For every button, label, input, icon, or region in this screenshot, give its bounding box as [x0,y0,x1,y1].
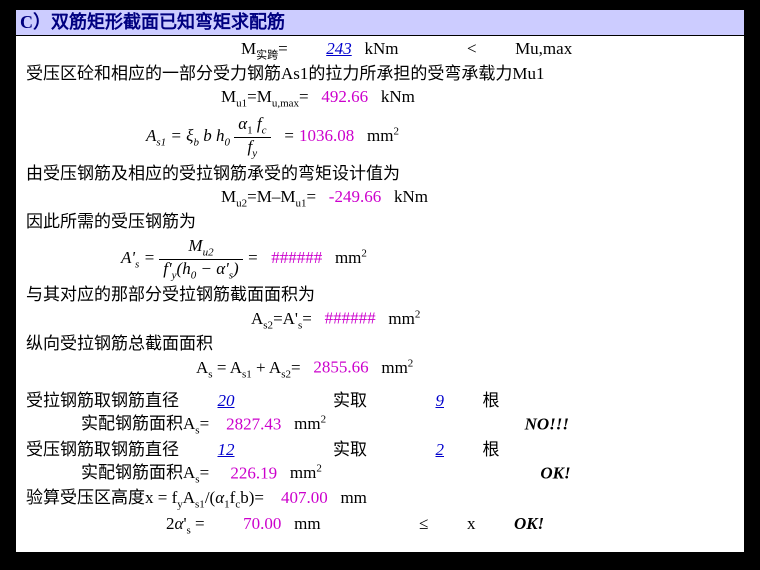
row-2as: 2α's = 70.00 mm ≤ x OK! [26,513,738,538]
t1: 受拉钢筋取钢筋直径 [26,391,179,410]
page: C）双筋矩形截面已知弯矩求配筋 M实跨= 243 kNm < Mu,max 受压… [0,0,760,570]
label: M实跨= [241,39,288,58]
row-as2: As2=A's= ###### mm2 [26,307,738,333]
t1: 实配钢筋面积As= [81,414,209,433]
val: 70.00 [243,514,281,533]
val: ###### [325,309,376,328]
t2: 实取 [333,391,367,410]
mumax: Mu,max [515,39,572,58]
result-ok: OK! [540,463,570,482]
eq: Mu2=M–Mu1= [221,187,316,206]
n: 9 [436,391,445,410]
row-mu2: Mu2=M–Mu1= -249.66 kNm [26,186,738,211]
section-header: C）双筋矩形截面已知弯矩求配筋 [16,10,744,36]
t3: 根 [483,440,500,459]
lhs: A's = [121,248,159,267]
unit: kNm [364,39,398,58]
t1: 实配钢筋面积As= [81,463,209,482]
cmp: ≤ [419,514,428,533]
row-text5: 纵向受拉钢筋总截面面积 [26,333,738,356]
result-no: NO!!! [525,414,569,433]
t1: 2α's = [166,514,205,533]
unit: mm2 [290,463,322,482]
eq: As = As1 + As2= [196,358,301,377]
unit: kNm [381,87,415,106]
unit: mm2 [381,358,413,377]
row-as-total: As = As1 + As2= 2855.66 mm2 [26,356,738,382]
d: 20 [218,391,235,410]
t1: 验算受压区高度x = fyAs1/(α1fcb)= [26,488,264,507]
val: 226.19 [230,463,277,482]
content: M实跨= 243 kNm < Mu,max 受压区砼和相应的一部分受力钢筋As1… [16,36,744,538]
row-text1: 受压区砼和相应的一部分受力钢筋As1的拉力所承担的受弯承载力Mu1 [26,63,738,86]
val: 1036.08 [299,126,354,145]
result-ok2: OK! [514,514,544,533]
row-x-check: 验算受压区高度x = fyAs1/(α1fcb)= 407.00 mm [26,487,738,512]
d: 12 [218,440,235,459]
n: 2 [436,440,445,459]
val: 492.66 [321,87,368,106]
unit: mm2 [367,126,399,145]
val: 407.00 [281,488,328,507]
eq: As2=A's= [251,309,312,328]
calc-sheet: C）双筋矩形截面已知弯矩求配筋 M实跨= 243 kNm < Mu,max 受压… [14,8,746,554]
unit: mm2 [335,248,367,267]
row-mu1: Mu1=Mu,max= 492.66 kNm [26,86,738,111]
row-text2: 由受压钢筋及相应的受拉钢筋承受的弯矩设计值为 [26,163,738,186]
val: -249.66 [329,187,381,206]
row-text4: 与其对应的那部分受拉钢筋截面面积为 [26,284,738,307]
t3: 根 [483,391,500,410]
unit: mm [294,514,320,533]
unit: mm [340,488,366,507]
row-tension-dia: 受拉钢筋取钢筋直径 20 实取 9 根 [26,390,738,413]
row-m-design: M实跨= 243 kNm < Mu,max [26,38,738,63]
frac-mu2: Mu2 f'y(h0 − α's) [159,237,242,281]
x: x [467,514,476,533]
val: ###### [271,248,322,267]
val: 2855.66 [313,358,368,377]
row-asprime: A's = Mu2 f'y(h0 − α's) = ###### mm2 [26,237,738,281]
frac-af: α1 fc fy [234,115,270,159]
t1: 受压钢筋取钢筋直径 [26,440,179,459]
unit: mm2 [294,414,326,433]
row-comp-area: 实配钢筋面积As= 226.19 mm2 OK! [26,462,738,488]
eq: Mu1=Mu,max= [221,87,309,106]
row-comp-dia: 受压钢筋取钢筋直径 12 实取 2 根 [26,439,738,462]
val: 2827.43 [226,414,281,433]
val-m: 243 [326,39,352,58]
unit: kNm [394,187,428,206]
cmp: < [467,39,477,58]
row-as1: As1 = ξb b h0 α1 fc fy = 1036.08 mm2 [26,115,738,159]
row-tension-area: 实配钢筋面积As= 2827.43 mm2 NO!!! [26,413,738,439]
row-text3: 因此所需的受压钢筋为 [26,211,738,234]
lhs: As1 = ξb b h0 [146,126,230,145]
unit: mm2 [388,309,420,328]
t2: 实取 [333,440,367,459]
